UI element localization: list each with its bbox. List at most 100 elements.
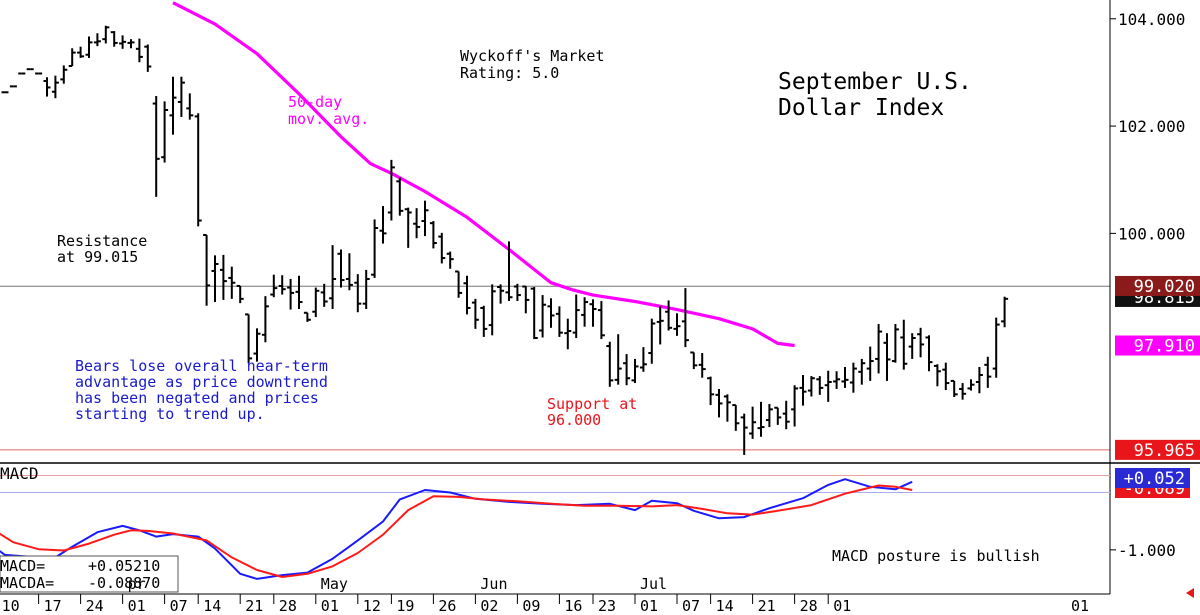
support-label-line-1: Support at — [547, 395, 637, 413]
price-bar — [421, 200, 429, 237]
macd-series-macda — [0, 484, 913, 578]
price-bar — [93, 33, 101, 47]
price-bar — [681, 288, 689, 348]
price-bar — [144, 44, 152, 72]
price-bar — [740, 413, 748, 455]
price-bar — [379, 206, 387, 244]
price-bar — [883, 333, 891, 381]
macd-readout-label: MACDA= — [0, 574, 54, 592]
price-badge-text: 99.020 — [1134, 277, 1195, 297]
price-badge: 95.965 — [1115, 439, 1200, 461]
price-bar — [665, 300, 673, 331]
price-bar — [572, 294, 580, 338]
macd-series-macd — [0, 478, 913, 580]
price-bar — [891, 324, 899, 363]
price-bar — [186, 93, 194, 120]
price-bar — [219, 254, 227, 300]
price-bar — [866, 346, 874, 381]
x-tick-label: 07 — [170, 597, 188, 615]
price-bar — [749, 406, 757, 439]
price-bar — [312, 287, 320, 318]
price-badge-text: 95.965 — [1134, 441, 1195, 461]
price-bar — [824, 370, 832, 402]
price-bar — [597, 300, 605, 340]
x-tick-label: 01 — [321, 597, 339, 615]
price-bar — [228, 266, 236, 299]
price-bar — [614, 334, 622, 385]
price-bar — [581, 297, 589, 327]
price-bar — [530, 287, 538, 340]
commentary-line: starting to trend up. — [75, 405, 265, 423]
price-badge-bg — [1115, 335, 1200, 356]
price-bar — [161, 101, 169, 163]
price-bar — [656, 306, 664, 345]
price-bar — [1001, 296, 1009, 328]
price-bar — [673, 313, 681, 336]
price-bar — [841, 366, 849, 388]
price-bar — [127, 39, 135, 49]
chart-title-line-1: September U.S. — [778, 69, 972, 95]
x-tick-label: 21 — [758, 597, 776, 615]
price-bar — [371, 219, 379, 278]
price-bar — [849, 362, 857, 393]
macd-badge-bg — [1115, 468, 1190, 488]
price-bar — [455, 270, 463, 298]
rating-label-line-1: Wyckoff's Market — [460, 47, 605, 65]
price-bar — [732, 404, 740, 431]
price-bar — [631, 358, 639, 384]
price-bar — [505, 241, 513, 301]
price-bar — [967, 379, 975, 391]
ma-label-line-2: mov. avg. — [288, 110, 369, 128]
price-bar — [236, 284, 244, 304]
price-bar — [707, 376, 715, 406]
x-tick-label: 01 — [833, 597, 851, 615]
chart-title-line-2: Dollar Index — [778, 95, 944, 121]
commentary-line: advantage as price downtrend — [75, 373, 328, 391]
price-badge-bg — [1115, 439, 1200, 460]
price-bar — [295, 275, 303, 310]
x-tick-label: 02 — [480, 597, 498, 615]
x-tick-label: 01 — [128, 597, 146, 615]
price-bar — [648, 318, 656, 364]
price-bar — [690, 351, 698, 370]
x-tick-label: 14 — [203, 597, 221, 615]
price-bar — [513, 283, 521, 301]
month-label: pr — [128, 575, 146, 593]
price-badge-text: 97.910 — [1134, 337, 1195, 357]
price-bar — [354, 274, 362, 313]
month-label: May — [321, 575, 348, 593]
price-bar — [984, 356, 992, 388]
price-bar — [60, 65, 68, 84]
price-bar — [169, 76, 177, 135]
scroll-arrow-icon — [1186, 588, 1194, 598]
macd-badge-text: +0.052 — [1124, 469, 1185, 489]
price-bar — [539, 295, 547, 338]
price-bar — [564, 318, 572, 350]
x-tick-label: 28 — [800, 597, 818, 615]
x-tick-label: 10 — [2, 597, 20, 615]
x-tick-label: 24 — [86, 597, 104, 615]
price-bar — [102, 25, 110, 44]
price-bar — [429, 221, 437, 249]
price-bar — [396, 177, 404, 216]
price-bar — [438, 232, 446, 264]
price-bar — [480, 305, 488, 337]
price-bar — [85, 36, 93, 58]
macd-readout-bg — [0, 555, 179, 593]
price-bar — [110, 31, 118, 47]
price-bar — [245, 313, 253, 364]
price-bar — [77, 46, 85, 58]
x-tick-label: 16 — [564, 597, 582, 615]
price-bar — [606, 341, 614, 387]
price-bar — [959, 383, 967, 400]
price-bar — [917, 327, 925, 358]
commentary-line: has been negated and prices — [75, 389, 319, 407]
price-bar — [623, 354, 631, 386]
price-bar — [68, 48, 76, 67]
price-bar — [816, 376, 824, 395]
price-bar — [261, 296, 269, 343]
price-bar — [908, 333, 916, 359]
price-bar — [757, 401, 765, 437]
macd-y-tick-label: -1.000 — [1118, 541, 1176, 560]
